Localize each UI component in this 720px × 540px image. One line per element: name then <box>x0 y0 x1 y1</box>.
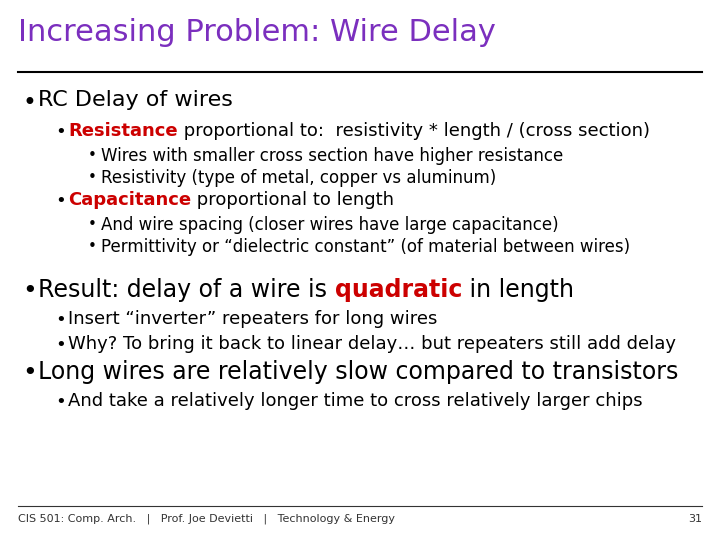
Text: And wire spacing (closer wires have large capacitance): And wire spacing (closer wires have larg… <box>101 216 559 234</box>
Text: •: • <box>88 239 97 254</box>
Text: And take a relatively longer time to cross relatively larger chips: And take a relatively longer time to cro… <box>68 392 643 410</box>
Text: Result: delay of a wire is: Result: delay of a wire is <box>38 278 335 302</box>
Text: RC Delay of wires: RC Delay of wires <box>38 90 233 110</box>
Text: Why? To bring it back to linear delay… but repeaters still add delay: Why? To bring it back to linear delay… b… <box>68 335 676 353</box>
Text: •: • <box>55 192 66 210</box>
Text: Resistance: Resistance <box>68 122 178 140</box>
Text: Capacitance: Capacitance <box>68 191 191 209</box>
Text: •: • <box>88 217 97 232</box>
Text: Increasing Problem: Wire Delay: Increasing Problem: Wire Delay <box>18 18 496 47</box>
Text: Permittivity or “dielectric constant” (of material between wires): Permittivity or “dielectric constant” (o… <box>101 238 630 256</box>
Text: •: • <box>55 336 66 354</box>
Text: •: • <box>55 123 66 141</box>
Text: Wires with smaller cross section have higher resistance: Wires with smaller cross section have hi… <box>101 147 563 165</box>
Text: •: • <box>22 279 37 303</box>
Text: •: • <box>22 91 36 115</box>
Text: Resistivity (type of metal, copper vs aluminum): Resistivity (type of metal, copper vs al… <box>101 169 496 187</box>
Text: •: • <box>22 361 37 385</box>
Text: CIS 501: Comp. Arch.   |   Prof. Joe Devietti   |   Technology & Energy: CIS 501: Comp. Arch. | Prof. Joe Deviett… <box>18 514 395 524</box>
Text: in length: in length <box>462 278 574 302</box>
Text: quadratic: quadratic <box>335 278 462 302</box>
Text: •: • <box>55 393 66 411</box>
Text: •: • <box>88 170 97 185</box>
Text: •: • <box>55 311 66 329</box>
Text: Insert “inverter” repeaters for long wires: Insert “inverter” repeaters for long wir… <box>68 310 437 328</box>
Text: 31: 31 <box>688 514 702 524</box>
Text: proportional to:  resistivity * length / (cross section): proportional to: resistivity * length / … <box>178 122 649 140</box>
Text: proportional to length: proportional to length <box>191 191 394 209</box>
Text: •: • <box>88 148 97 163</box>
Text: Long wires are relatively slow compared to transistors: Long wires are relatively slow compared … <box>38 360 678 384</box>
